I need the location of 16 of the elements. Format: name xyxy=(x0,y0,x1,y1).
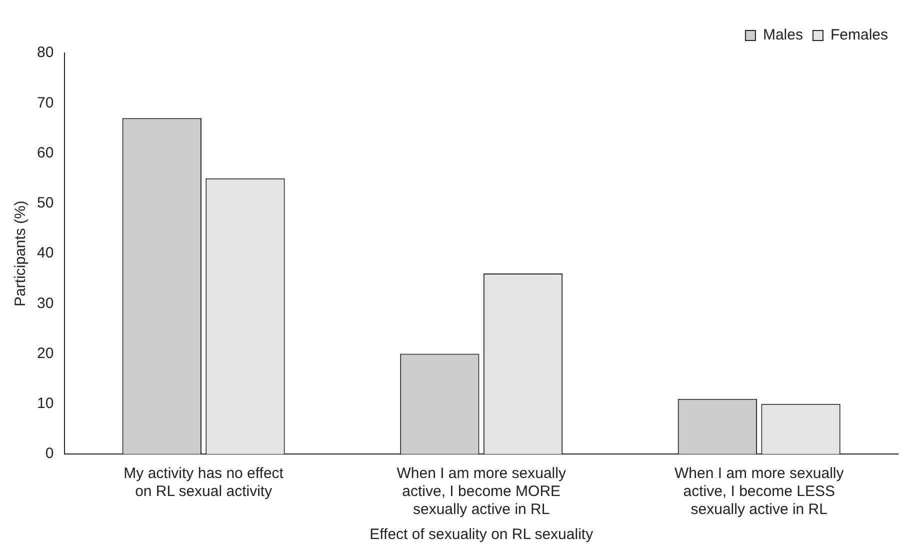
y-tick-label: 80 xyxy=(36,44,54,62)
y-tick-label: 60 xyxy=(36,144,54,162)
y-tick-label: 10 xyxy=(36,395,54,412)
y-tick-label: 50 xyxy=(36,194,54,212)
x-tick-label: When I am more sexually active, I become MORE sexually active in RL xyxy=(396,465,566,518)
y-tick-label: 0 xyxy=(45,445,54,462)
y-tick-label: 70 xyxy=(36,94,54,112)
legend-label: Females xyxy=(830,26,888,44)
x-tick-label: My activity has no effect on RL sexual activity xyxy=(124,465,284,500)
x-tick-label: When I am more sexually active, I become LESS sexually active in RL xyxy=(674,465,844,518)
y-tick-label: 40 xyxy=(36,244,54,262)
x-axis-title: Effect of sexuality on RL sexuality xyxy=(370,526,594,544)
y-tick-label: 20 xyxy=(36,344,54,362)
y-tick-label: 30 xyxy=(36,294,54,312)
y-axis-title: Participants (%) xyxy=(12,200,30,306)
legend-label: Males xyxy=(762,26,803,44)
